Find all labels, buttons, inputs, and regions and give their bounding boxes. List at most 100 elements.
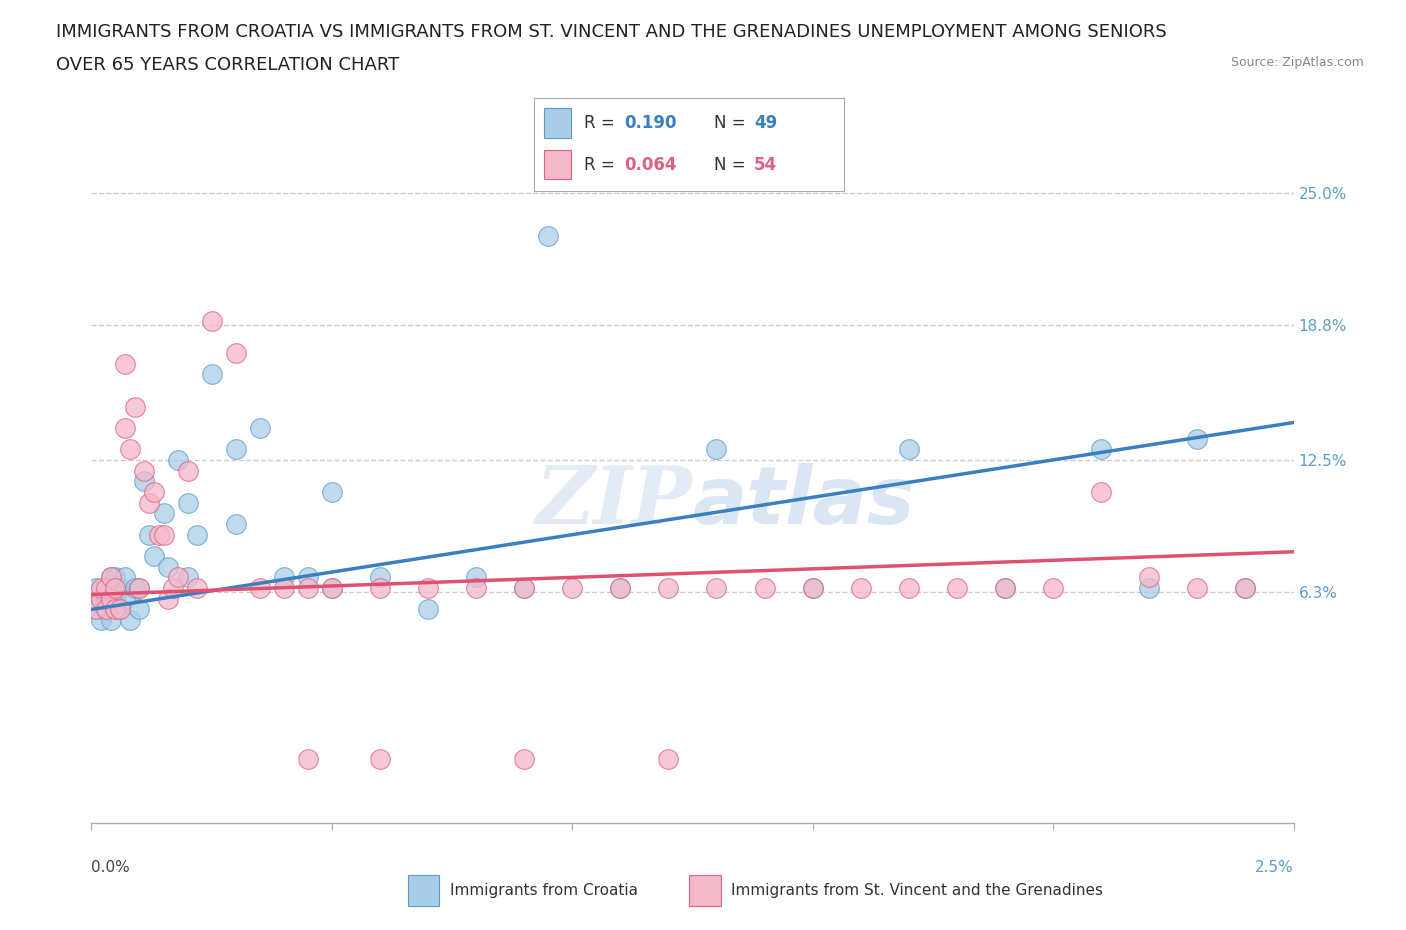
Point [1187, 580, 1209, 595]
Point [138, 495, 160, 510]
Point [249, 580, 271, 595]
Point [94, 591, 117, 606]
Point [368, 570, 391, 585]
Point [201, 367, 224, 382]
Point [513, 580, 536, 595]
Point [225, 442, 247, 457]
Point [297, 580, 319, 595]
Point [152, 506, 174, 521]
Text: R =: R = [583, 113, 614, 132]
Point [561, 580, 583, 595]
Point [297, 570, 319, 585]
Point [1090, 442, 1112, 457]
Text: 0.064: 0.064 [624, 155, 676, 174]
Text: OVER 65 YEARS CORRELATION CHART: OVER 65 YEARS CORRELATION CHART [56, 56, 399, 73]
Point [225, 346, 247, 361]
Point [801, 580, 824, 595]
Point [1234, 580, 1257, 595]
Point [1042, 580, 1064, 595]
Point [416, 580, 439, 595]
Point [152, 527, 174, 542]
Point [134, 474, 156, 489]
Point [157, 559, 180, 574]
Point [114, 570, 136, 585]
Point [416, 602, 439, 617]
Point [100, 570, 122, 585]
Point [297, 751, 319, 766]
Point [321, 580, 343, 595]
Point [90, 591, 112, 606]
Point [1137, 580, 1160, 595]
Point [368, 580, 391, 595]
Point [100, 591, 122, 606]
Point [706, 442, 728, 457]
Point [162, 580, 184, 595]
Point [124, 399, 146, 414]
Point [1137, 570, 1160, 585]
Point [657, 580, 679, 595]
Point [134, 463, 156, 478]
Point [273, 570, 295, 585]
Point [118, 442, 141, 457]
Text: N =: N = [714, 155, 745, 174]
Point [465, 570, 488, 585]
Point [1090, 485, 1112, 499]
Text: 49: 49 [754, 113, 778, 132]
Point [167, 570, 190, 585]
Text: atlas: atlas [692, 463, 915, 540]
Point [138, 527, 160, 542]
Point [100, 570, 122, 585]
Point [94, 580, 117, 595]
Point [84, 602, 107, 617]
Point [513, 751, 536, 766]
Point [124, 580, 146, 595]
Point [225, 516, 247, 531]
Point [94, 602, 117, 617]
Point [84, 580, 107, 595]
Text: 0.190: 0.190 [624, 113, 676, 132]
Point [94, 602, 117, 617]
Point [465, 580, 488, 595]
Point [114, 356, 136, 371]
Point [90, 591, 112, 606]
Point [84, 602, 107, 617]
Point [110, 580, 132, 595]
Point [104, 591, 127, 606]
Point [90, 580, 112, 595]
FancyBboxPatch shape [544, 108, 571, 138]
Point [706, 580, 728, 595]
Point [609, 580, 631, 595]
Text: Immigrants from Croatia: Immigrants from Croatia [450, 883, 638, 898]
Text: N =: N = [714, 113, 745, 132]
Point [110, 602, 132, 617]
Point [657, 751, 679, 766]
Point [321, 485, 343, 499]
Point [186, 527, 208, 542]
Point [249, 420, 271, 435]
Point [110, 602, 132, 617]
Point [114, 591, 136, 606]
Point [994, 580, 1017, 595]
Point [104, 570, 127, 585]
Point [201, 313, 224, 328]
Point [273, 580, 295, 595]
Point [321, 580, 343, 595]
FancyBboxPatch shape [408, 875, 440, 906]
Point [157, 591, 180, 606]
Point [368, 751, 391, 766]
Text: 54: 54 [754, 155, 778, 174]
Point [897, 580, 920, 595]
Point [100, 613, 122, 628]
Point [104, 580, 127, 595]
Point [609, 580, 631, 595]
Point [128, 602, 150, 617]
Point [114, 420, 136, 435]
Point [104, 602, 127, 617]
Point [537, 228, 560, 243]
Text: ZIP: ZIP [536, 463, 692, 540]
Point [128, 580, 150, 595]
Point [754, 580, 776, 595]
Point [946, 580, 969, 595]
Text: IMMIGRANTS FROM CROATIA VS IMMIGRANTS FROM ST. VINCENT AND THE GRENADINES UNEMPL: IMMIGRANTS FROM CROATIA VS IMMIGRANTS FR… [56, 23, 1167, 41]
Point [186, 580, 208, 595]
